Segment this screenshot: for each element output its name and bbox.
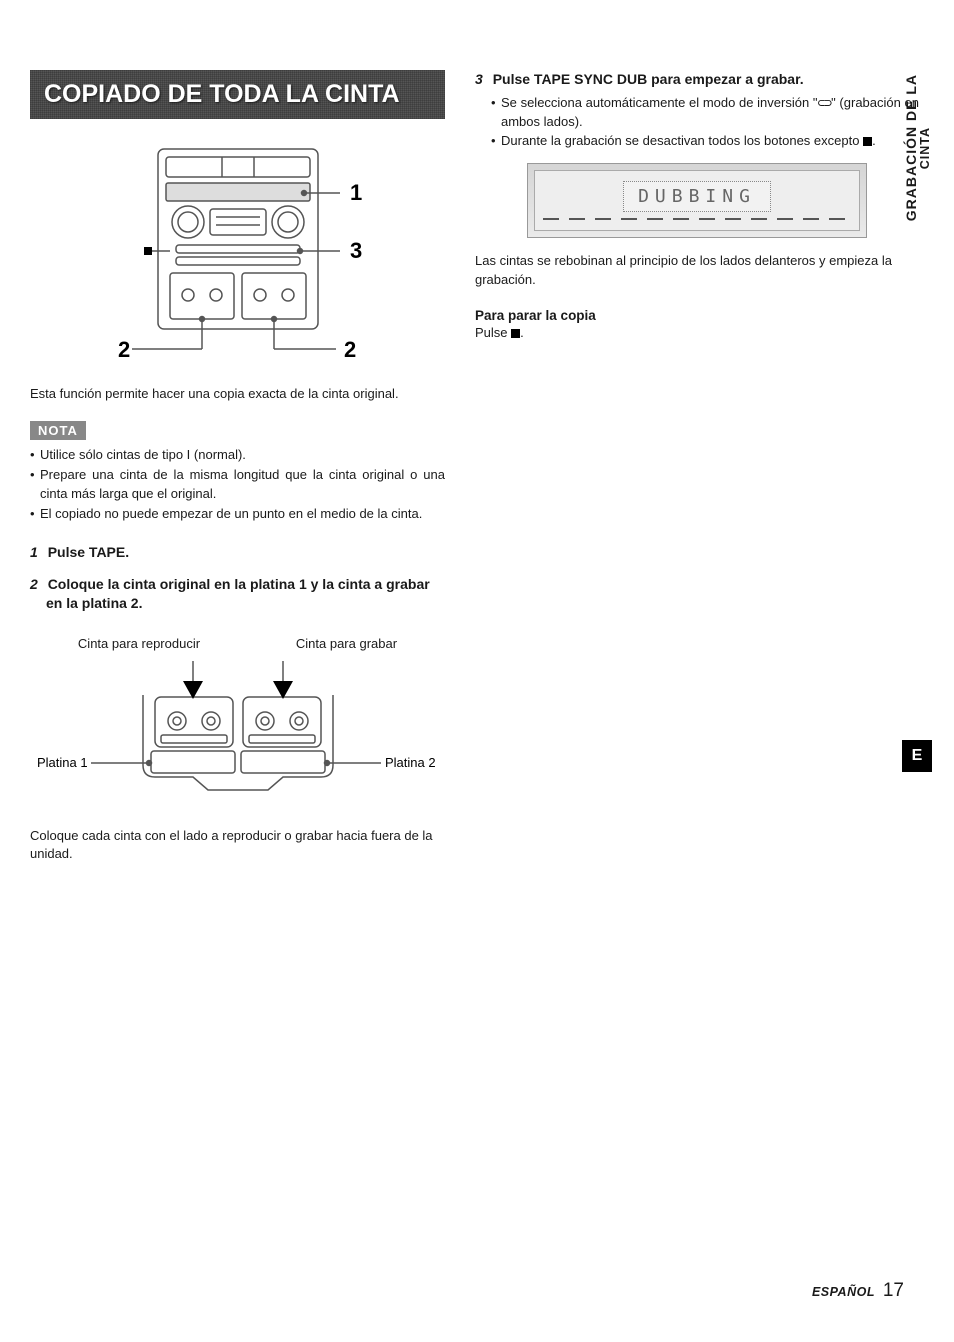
footer-language: ESPAÑOL xyxy=(812,1285,875,1299)
stop-icon xyxy=(863,137,872,146)
notes-list: Utilice sólo cintas de tipo I (normal). … xyxy=(30,446,445,523)
platina-2-label: Platina 2 xyxy=(385,755,436,770)
step-text: Coloque la cinta original en la platina … xyxy=(46,576,430,612)
callout-2-right: 2 xyxy=(344,337,356,362)
note-item: El copiado no puede empezar de un punto … xyxy=(30,505,445,523)
dubbing-text: DUBBING xyxy=(623,181,771,212)
deck-label-left: Cinta para reproducir xyxy=(78,636,200,651)
callout-1: 1 xyxy=(350,180,362,205)
step-2: 2 Coloque la cinta original en la platin… xyxy=(30,575,445,614)
step-3: 3 Pulse TAPE SYNC DUB para empezar a gra… xyxy=(475,70,919,90)
page-footer: ESPAÑOL 17 xyxy=(812,1280,904,1302)
step-number: 3 xyxy=(475,71,483,87)
stop-copy-body: Pulse . xyxy=(475,325,919,340)
language-edge-tab: E xyxy=(902,740,932,772)
step-1: 1 Pulse TAPE. xyxy=(30,543,445,563)
callout-3: 3 xyxy=(350,238,362,263)
step-number: 1 xyxy=(30,544,38,560)
footer-page-number: 17 xyxy=(883,1280,904,1301)
reverse-mode-icon: ⊂⊃ xyxy=(817,96,831,111)
step-3-sublist: Se selecciona automáticamente el modo de… xyxy=(491,94,919,152)
step-number: 2 xyxy=(30,576,38,592)
stereo-system-diagram: 1 3 2 2 xyxy=(88,137,388,367)
section-side-tab: GRABACIÓN DE LA CINTA xyxy=(904,74,932,221)
intro-text: Esta función permite hacer una copia exa… xyxy=(30,385,445,403)
note-item: Prepare una cinta de la misma longitud q… xyxy=(30,466,445,502)
step-3-sub-item: Durante la grabación se desactivan todos… xyxy=(491,132,919,151)
note-item: Utilice sólo cintas de tipo I (normal). xyxy=(30,446,445,464)
deck-top-labels: Cinta para reproducir Cinta para grabar xyxy=(30,636,445,651)
nota-label: NOTA xyxy=(30,421,86,440)
title-banner: COPIADO DE TODA LA CINTA xyxy=(30,70,445,119)
rewind-text: Las cintas se rebobinan al principio de … xyxy=(475,252,919,290)
lcd-display-diagram: DUBBING xyxy=(527,163,867,238)
deck-label-right: Cinta para grabar xyxy=(296,636,397,651)
deck-caption: Coloque cada cinta con el lado a reprodu… xyxy=(30,827,445,863)
cassette-deck-diagram: Platina 1 Platina 2 xyxy=(33,655,443,805)
side-tab-line2: CINTA xyxy=(918,126,932,168)
step-text: Pulse TAPE. xyxy=(48,544,129,560)
step-text: Pulse TAPE SYNC DUB para empezar a graba… xyxy=(493,71,804,87)
callout-2-left: 2 xyxy=(118,337,130,362)
step-3-sub-item: Se selecciona automáticamente el modo de… xyxy=(491,94,919,133)
platina-1-label: Platina 1 xyxy=(37,755,88,770)
side-tab-line1: GRABACIÓN DE LA xyxy=(903,74,919,221)
stop-copy-heading: Para parar la copia xyxy=(475,308,919,323)
stop-icon xyxy=(511,329,520,338)
